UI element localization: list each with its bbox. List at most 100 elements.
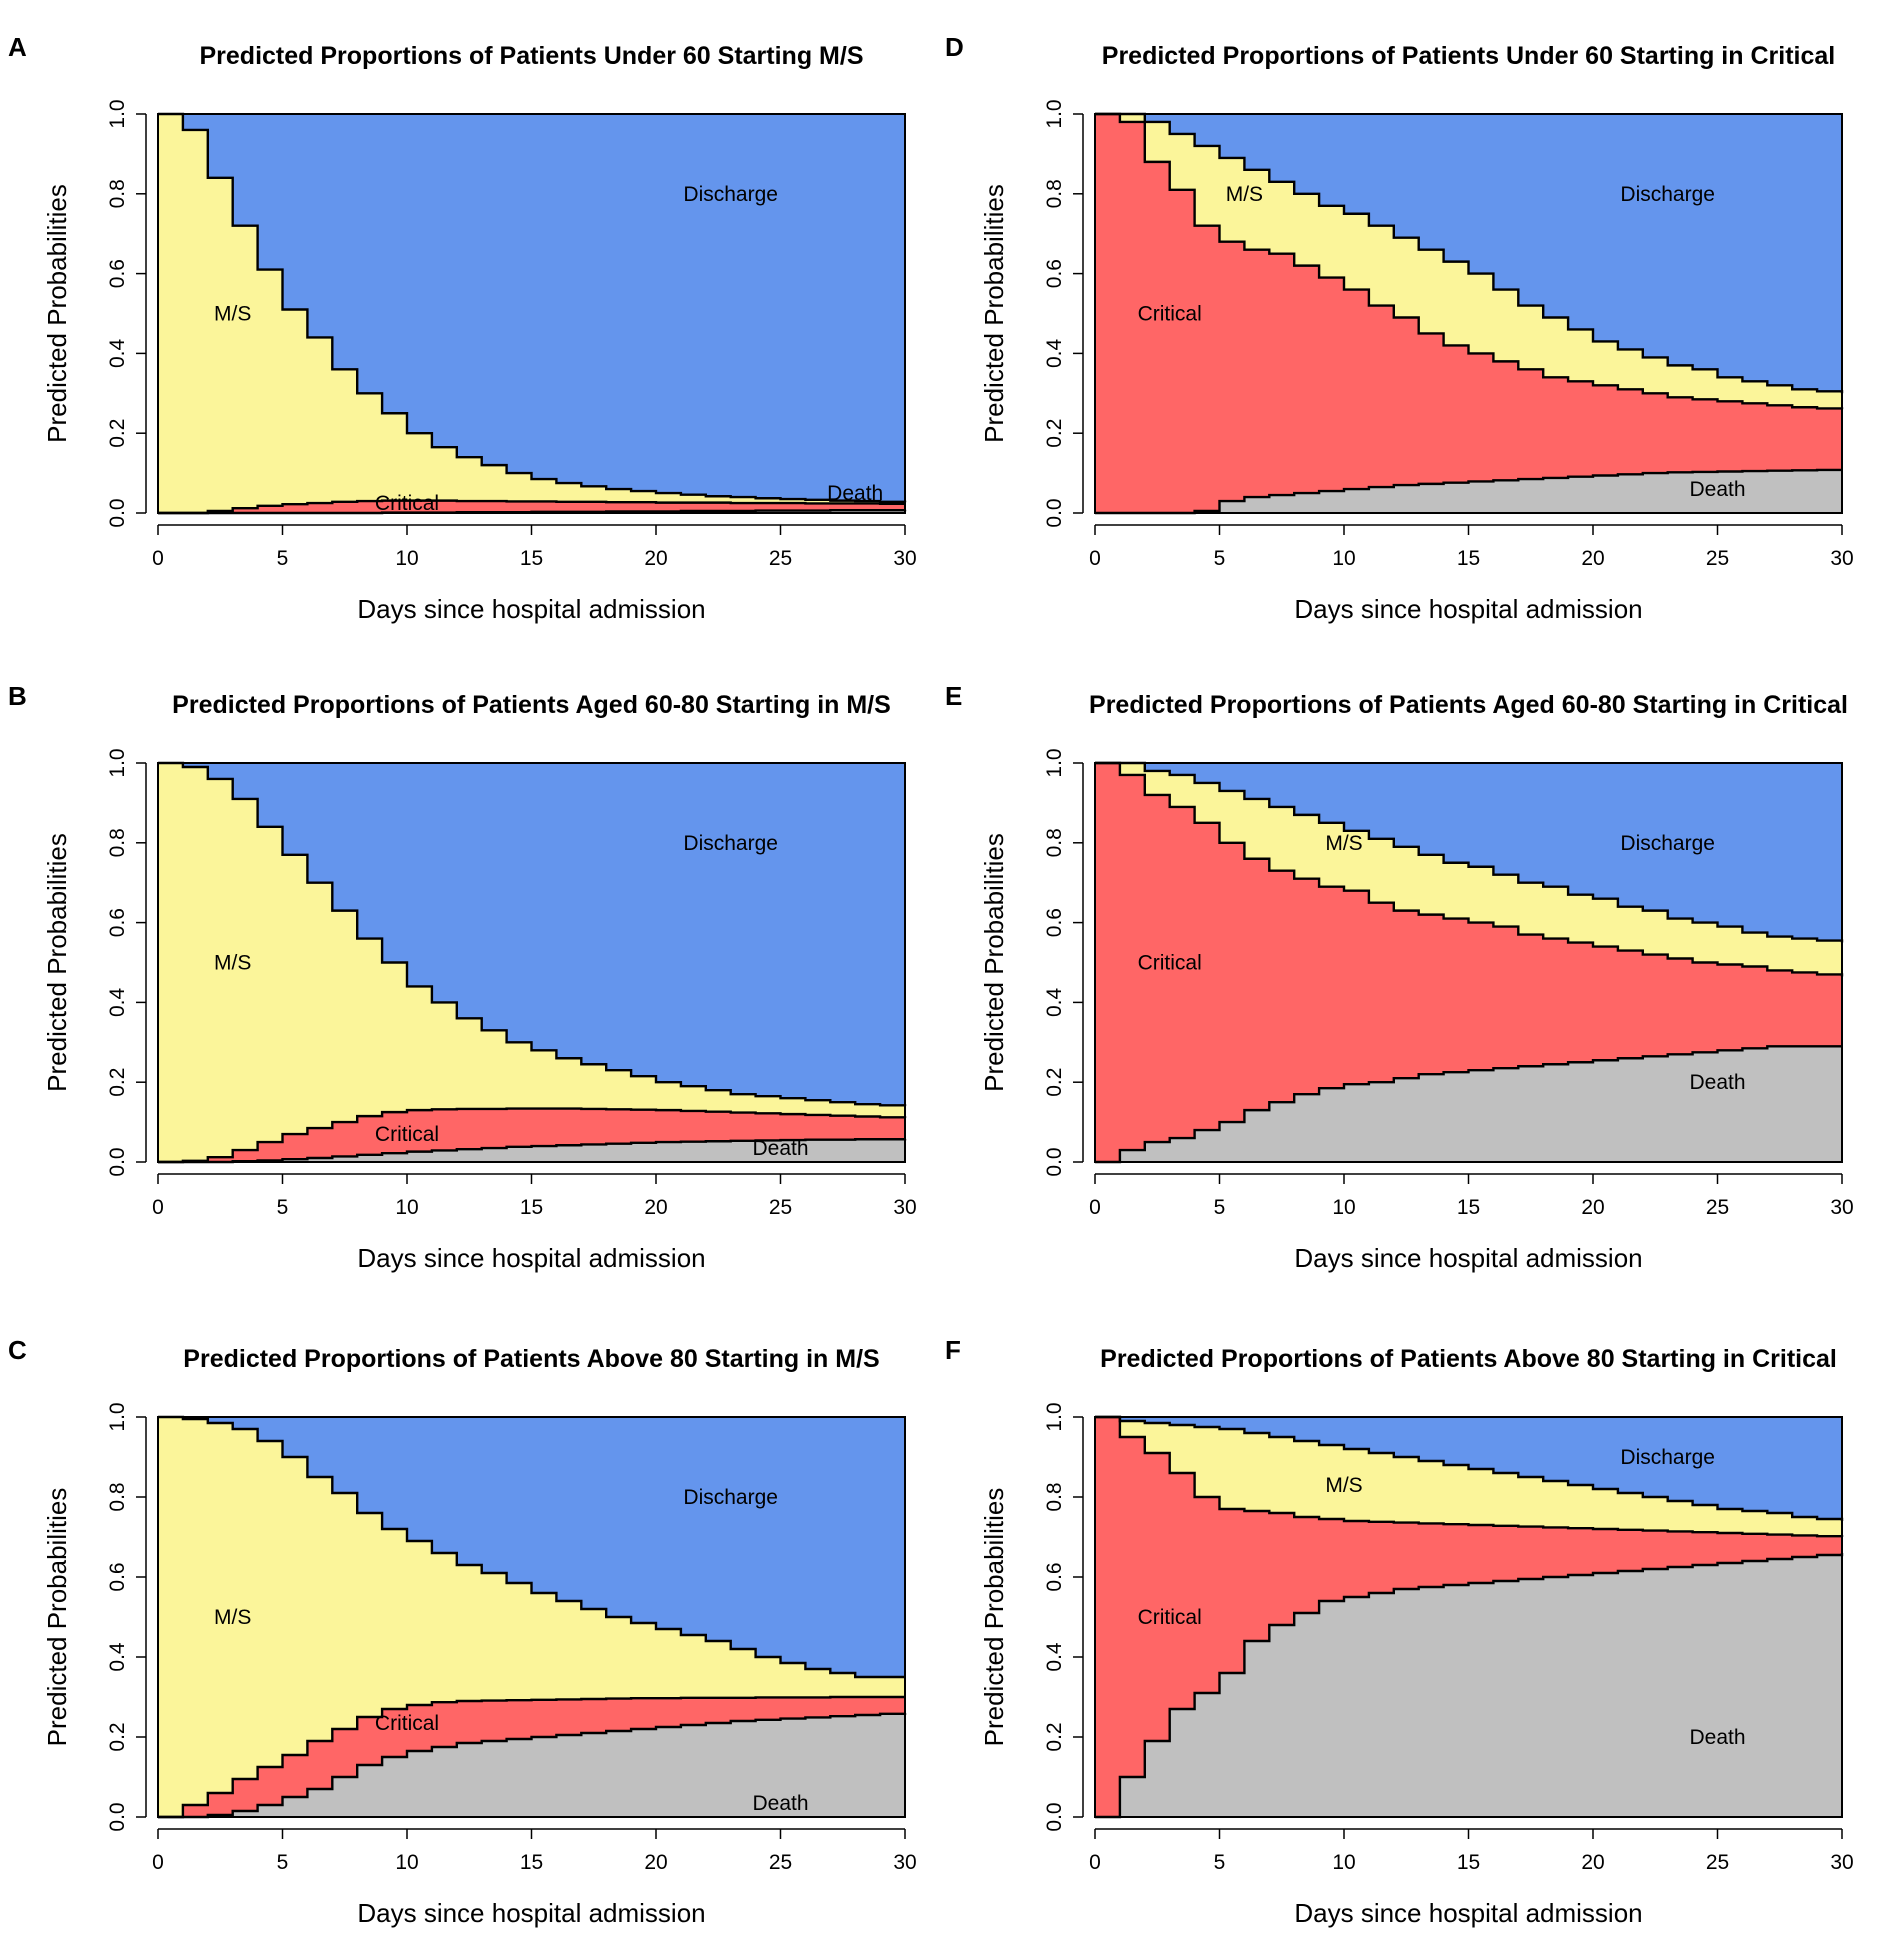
y-tick-label: 0.8 (1043, 179, 1066, 208)
x-tick-label: 25 (1706, 1196, 1729, 1219)
y-tick-label: 0.6 (1043, 259, 1066, 288)
area-discharge (158, 763, 905, 1107)
region-label-discharge: Discharge (1620, 183, 1715, 206)
x-tick-label: 25 (769, 547, 792, 570)
area-m-s (158, 114, 905, 513)
boundary-m-s (158, 1415, 905, 1679)
area-critical (158, 1108, 905, 1162)
region-label-critical: Critical (375, 1123, 439, 1146)
area-m-s (1095, 763, 1842, 977)
x-tick-label: 0 (152, 1196, 164, 1219)
x-tick-label: 5 (277, 1196, 289, 1219)
area-critical (1095, 763, 1842, 1162)
region-label-m-s: M/S (214, 303, 251, 326)
y-tick-label: 1.0 (1043, 748, 1066, 777)
panel-e: E Predicted Proportions of Patients Aged … (945, 681, 1854, 1273)
x-axis-label: Days since hospital admission (1294, 594, 1642, 624)
boundary-critical (158, 1695, 905, 1819)
chart-title: Predicted Proportions of Patients Above … (183, 1345, 879, 1373)
y-tick-label: 0.0 (106, 498, 129, 527)
plot-frame (157, 113, 906, 514)
region-label-discharge: Discharge (683, 183, 778, 206)
plot-frame (157, 762, 906, 1163)
region-label-critical: Critical (1138, 952, 1202, 975)
y-tick-label: 0.4 (1043, 338, 1066, 368)
area-discharge (158, 114, 905, 503)
region-label-death: Death (1689, 478, 1745, 501)
chart-title: Predicted Proportions of Patients Aged 6… (1089, 691, 1848, 719)
y-tick-label: 1.0 (1043, 1402, 1066, 1431)
y-tick-label: 0.8 (106, 179, 129, 208)
panel-letter: A (8, 32, 27, 62)
x-tick-label: 10 (395, 1196, 418, 1219)
x-tick-label: 5 (1214, 1851, 1226, 1874)
x-tick-label: 25 (1706, 547, 1729, 570)
boundary-m-s (1095, 761, 1844, 943)
x-tick-label: 5 (277, 1851, 289, 1874)
x-tick-label: 5 (1214, 547, 1226, 570)
x-tick-label: 0 (1089, 1196, 1101, 1219)
boundary-death (1095, 468, 1842, 515)
region-label-discharge: Discharge (683, 1486, 778, 1509)
area-critical (1095, 114, 1842, 513)
x-tick-label: 10 (1332, 1851, 1355, 1874)
x-axis-label: Days since hospital admission (1294, 1243, 1642, 1273)
region-label-m-s: M/S (214, 952, 251, 975)
boundary-death (1095, 1553, 1844, 1819)
chart-title: Predicted Proportions of Patients Above … (1100, 1345, 1837, 1373)
x-tick-label: 10 (1332, 1196, 1355, 1219)
y-tick-label: 0.8 (1043, 1482, 1066, 1511)
x-tick-label: 20 (644, 1196, 667, 1219)
panel-d: D Predicted Proportions of Patients Under… (945, 32, 1854, 624)
y-axis-label: Predicted Probabilities (979, 184, 1009, 443)
x-tick-label: 30 (1830, 547, 1853, 570)
x-tick-label: 15 (1457, 1851, 1480, 1874)
boundary-death (158, 1712, 907, 1819)
panel-letter: C (8, 1335, 27, 1365)
region-label-critical: Critical (375, 1712, 439, 1735)
x-tick-label: 25 (769, 1196, 792, 1219)
area-death (158, 1713, 905, 1817)
panel-b: B Predicted Proportions of Patients Aged … (8, 681, 917, 1273)
region-label-death: Death (752, 1792, 808, 1815)
panel-f: F Predicted Proportions of Patients Above… (945, 1335, 1854, 1928)
area-critical (1095, 1417, 1842, 1817)
x-tick-label: 25 (1706, 1851, 1729, 1874)
y-tick-label: 0.4 (106, 987, 129, 1017)
plot-frame (1094, 113, 1843, 514)
boundary-m-s (1095, 112, 1844, 394)
region-label-critical: Critical (375, 492, 439, 515)
y-tick-label: 1.0 (1043, 99, 1066, 128)
y-tick-label: 0.2 (1043, 1722, 1066, 1751)
region-label-m-s: M/S (1226, 183, 1263, 206)
boundary-critical (158, 1107, 907, 1164)
y-tick-label: 0.6 (106, 259, 129, 288)
boundary-critical (1095, 112, 1844, 410)
area-death (1095, 1553, 1842, 1817)
y-tick-label: 1.0 (106, 99, 129, 128)
y-tick-label: 0.8 (106, 1482, 129, 1511)
region-label-critical: Critical (1138, 1606, 1202, 1629)
boundary-critical (158, 499, 905, 515)
region-label-m-s: M/S (1325, 832, 1362, 855)
panel-letter: F (945, 1335, 961, 1365)
y-tick-label: 0.6 (1043, 908, 1066, 937)
area-discharge (1095, 114, 1842, 394)
area-m-s (158, 1417, 905, 1817)
plot-frame (1094, 1416, 1843, 1818)
x-axis-label: Days since hospital admission (1294, 1898, 1642, 1928)
region-label-death: Death (827, 482, 883, 505)
x-tick-label: 20 (1581, 1851, 1604, 1874)
region-label-m-s: M/S (1325, 1474, 1362, 1497)
chart-title: Predicted Proportions of Patients Under … (200, 42, 864, 70)
x-tick-label: 20 (644, 1851, 667, 1874)
y-tick-label: 0.0 (1043, 1802, 1066, 1831)
y-tick-label: 0.8 (106, 828, 129, 857)
region-label-discharge: Discharge (683, 832, 778, 855)
x-tick-label: 15 (1457, 1196, 1480, 1219)
y-tick-label: 1.0 (106, 1402, 129, 1431)
boundary-m-s (1095, 1415, 1844, 1521)
y-axis-label: Predicted Probabilities (42, 833, 72, 1092)
x-tick-label: 25 (769, 1851, 792, 1874)
x-tick-label: 20 (644, 547, 667, 570)
